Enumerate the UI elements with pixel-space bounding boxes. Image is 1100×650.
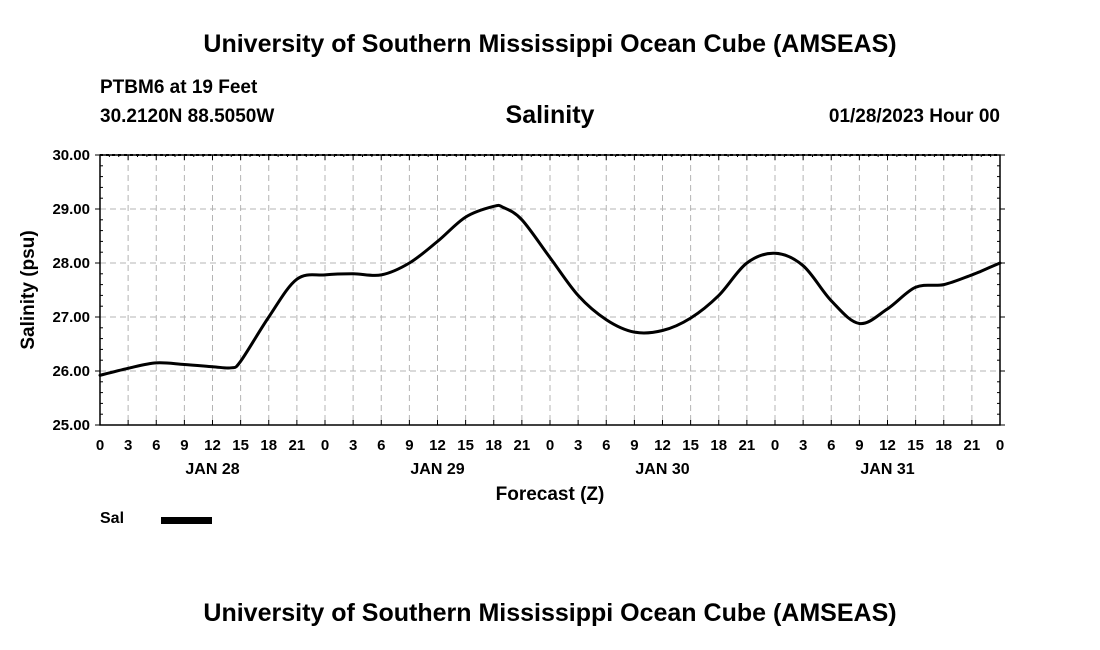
x-day-label: JAN 29	[410, 461, 464, 478]
x-tick-label: 0	[546, 437, 554, 454]
x-tick-label: 0	[771, 437, 779, 454]
x-tick-label: 21	[739, 437, 756, 454]
x-tick-label: 21	[514, 437, 531, 454]
x-tick-label: 9	[855, 437, 863, 454]
x-tick-label: 18	[260, 437, 277, 454]
station-coordinates: 30.2120N 88.5050W	[100, 106, 275, 127]
x-tick-label: 0	[996, 437, 1004, 454]
x-tick-label: 0	[321, 437, 329, 454]
x-tick-label: 12	[654, 437, 671, 454]
chart-title: Salinity	[505, 101, 595, 129]
tick-label-layer: 0 3 6 9 12 15 18 21 0 3 6 9 12 15 18 21 0 3 6 9 12 15 18 21 0 3 6 9…	[52, 147, 1004, 478]
legend-swatch-sal	[161, 517, 212, 524]
x-tick-label: 9	[405, 437, 413, 454]
x-tick-label: 12	[204, 437, 221, 454]
x-tick-label: 0	[96, 437, 104, 454]
legend-label: Sal	[100, 510, 125, 527]
x-tick-label: 21	[289, 437, 306, 454]
x-tick-label: 3	[124, 437, 132, 454]
x-tick-label: 3	[349, 437, 357, 454]
x-day-label: JAN 31	[860, 461, 914, 478]
x-day-label: JAN 30	[635, 461, 689, 478]
x-tick-label: 3	[799, 437, 807, 454]
footer-title: University of Southern Mississippi Ocean…	[203, 599, 897, 627]
axis-layer	[95, 154, 1005, 426]
y-axis-label: Salinity (psu)	[18, 230, 39, 349]
x-tick-label: 15	[907, 437, 924, 454]
x-day-label: JAN 28	[185, 461, 239, 478]
y-tick-label: 29.00	[52, 201, 90, 218]
x-tick-label: 18	[710, 437, 727, 454]
forecast-datetime: 01/28/2023 Hour 00	[828, 106, 1000, 127]
y-tick-label: 26.00	[52, 363, 90, 380]
x-tick-label: 12	[429, 437, 446, 454]
x-tick-label: 6	[827, 437, 835, 454]
x-tick-label: 6	[377, 437, 385, 454]
grid-layer	[100, 155, 1000, 425]
main-title: University of Southern Mississippi Ocean…	[203, 30, 897, 58]
x-tick-label: 15	[232, 437, 249, 454]
x-tick-label: 6	[602, 437, 610, 454]
x-tick-label: 21	[964, 437, 981, 454]
y-tick-label: 30.00	[52, 147, 90, 164]
x-axis-label: Forecast (Z)	[496, 484, 605, 505]
y-tick-label: 25.00	[52, 417, 90, 434]
x-tick-label: 6	[152, 437, 160, 454]
x-tick-label: 3	[574, 437, 582, 454]
y-tick-label: 27.00	[52, 309, 90, 326]
x-tick-label: 9	[180, 437, 188, 454]
x-tick-label: 18	[935, 437, 952, 454]
x-tick-label: 15	[682, 437, 699, 454]
series-line-sal	[98, 203, 1002, 377]
series-layer	[98, 203, 1002, 377]
x-tick-label: 9	[630, 437, 638, 454]
x-tick-label: 18	[485, 437, 502, 454]
x-tick-label: 12	[879, 437, 896, 454]
x-tick-label: 15	[457, 437, 474, 454]
y-tick-label: 28.00	[52, 255, 90, 272]
station-label: PTBM6 at 19 Feet	[100, 77, 258, 98]
